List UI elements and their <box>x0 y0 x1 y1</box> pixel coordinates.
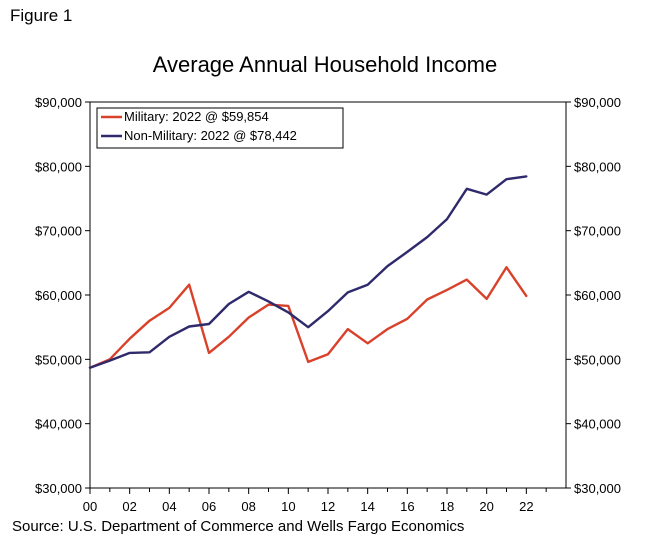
x-tick-label: 14 <box>360 499 374 514</box>
legend-box <box>96 107 344 149</box>
y-tick-label-right: $80,000 <box>574 159 621 174</box>
y-tick-label-left: $90,000 <box>35 95 82 110</box>
x-tick-label: 02 <box>122 499 136 514</box>
source-note: Source: U.S. Department of Commerce and … <box>12 518 465 535</box>
x-tick-label: 06 <box>202 499 216 514</box>
x-tick-label: 22 <box>519 499 533 514</box>
y-tick-label-right: $40,000 <box>574 417 621 432</box>
series-line-military <box>88 266 528 369</box>
y-tick-label-right: $70,000 <box>574 224 621 239</box>
y-tick-label-left: $70,000 <box>35 224 82 239</box>
y-tick-label-right: $30,000 <box>574 481 621 496</box>
y-tick-label-left: $80,000 <box>35 159 82 174</box>
chart-title: Average Annual Household Income <box>153 52 498 77</box>
x-tick-label: 20 <box>479 499 493 514</box>
x-tick-label: 08 <box>241 499 255 514</box>
x-tick-label: 04 <box>162 499 176 514</box>
series-line-non-military <box>88 175 528 369</box>
legend-label-military: Military: 2022 @ $59,854 <box>124 109 269 124</box>
x-tick-label: 10 <box>281 499 295 514</box>
y-tick-label-right: $50,000 <box>574 352 621 367</box>
y-tick-label-left: $50,000 <box>35 352 82 367</box>
y-tick-label-right: $60,000 <box>574 288 621 303</box>
y-tick-label-right: $90,000 <box>574 95 621 110</box>
axes: $30,000 $30,000 $40,000 $40,000 $50,000 $50,0… <box>35 95 621 514</box>
x-tick-label: 00 <box>83 499 97 514</box>
y-tick-label-left: $60,000 <box>35 288 82 303</box>
legend: Military: 2022 @ $59,854 Non-Military: 20… <box>96 107 344 149</box>
x-tick-label: 12 <box>321 499 335 514</box>
x-tick-label: 18 <box>440 499 454 514</box>
series-lines <box>88 175 528 369</box>
figure-label: Figure 1 <box>10 6 73 25</box>
legend-label-non-military: Non-Military: 2022 @ $78,442 <box>124 128 297 143</box>
y-tick-label-left: $40,000 <box>35 417 82 432</box>
x-tick-label: 16 <box>400 499 414 514</box>
plot-area <box>89 101 567 489</box>
y-tick-label-left: $30,000 <box>35 481 82 496</box>
